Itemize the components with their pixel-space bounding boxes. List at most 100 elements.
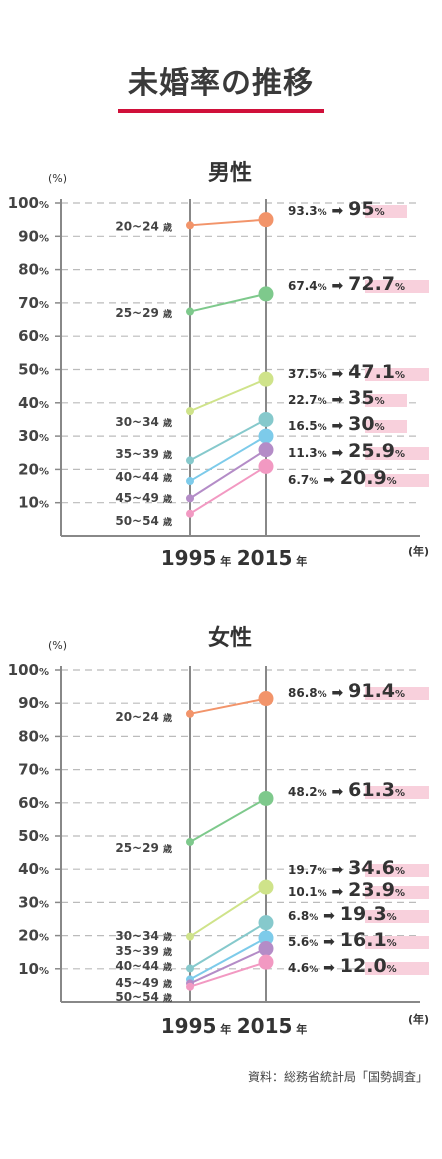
series-line [189, 292, 267, 313]
series-line [189, 937, 267, 981]
series-age-label: 20~24 歳 [115, 710, 172, 724]
data-point-2015 [258, 212, 274, 228]
chart-title: 男性 [208, 161, 252, 186]
data-point-2015 [258, 428, 274, 444]
data-point-2015 [258, 915, 274, 931]
series-age-label: 30~34 歳 [115, 929, 172, 943]
change-value-label: 6.7% ➡ 20.9% [288, 467, 397, 489]
series-age-label: 30~34 歳 [115, 415, 172, 429]
change-value-label: 5.6% ➡ 16.1% [288, 929, 397, 951]
data-point-1995 [186, 477, 194, 486]
series-age-label: 50~54 歳 [115, 514, 172, 528]
series-line [189, 961, 267, 988]
value-highlight [365, 886, 429, 899]
data-point-1995 [186, 456, 194, 465]
y-tick-label: 60% [18, 327, 49, 345]
x-tick-label: 1995 年 [161, 1014, 232, 1038]
value-highlight [365, 394, 407, 407]
series-line [189, 378, 267, 413]
x-tick-label: 2015 年 [237, 546, 308, 570]
source-note: 資料：総務省統計局「国勢調査」 [247, 1070, 428, 1084]
data-point-2015 [258, 941, 274, 957]
value-highlight [365, 447, 429, 460]
y-tick-label: 100% [8, 194, 49, 212]
series-line [189, 886, 267, 938]
data-point-2015 [258, 458, 274, 474]
series-line [189, 697, 267, 715]
value-highlight [365, 420, 407, 433]
data-point-1995 [186, 494, 194, 503]
data-point-2015 [258, 286, 274, 302]
y-tick-label: 30% [18, 427, 49, 445]
y-tick-label: 90% [18, 227, 49, 245]
x-unit-label: (年) [408, 1012, 429, 1026]
series-line [189, 921, 267, 970]
series-line [189, 947, 267, 985]
y-unit-label: (%) [48, 172, 67, 185]
change-value-label: 19.7% ➡ 34.6% [288, 857, 405, 879]
data-point-1995 [186, 837, 194, 846]
data-point-1995 [186, 932, 194, 941]
series-age-label: 25~29 歳 [115, 841, 172, 855]
series-age-label: 50~54 歳 [115, 990, 172, 1004]
series-age-label: 40~44 歳 [115, 470, 172, 484]
value-highlight [365, 280, 429, 293]
series-line [189, 218, 267, 227]
change-value-label: 93.3% ➡ 95% [288, 198, 385, 220]
x-unit-label: (年) [408, 544, 429, 558]
data-point-2015 [258, 879, 274, 895]
value-highlight [365, 786, 429, 799]
y-tick-label: 90% [18, 694, 49, 712]
title-underline [118, 109, 324, 113]
change-value-label: 10.1% ➡ 23.9% [288, 879, 405, 901]
value-highlight [365, 474, 429, 487]
y-tick-label: 70% [18, 761, 49, 779]
y-tick-label: 40% [18, 394, 49, 412]
data-point-1995 [186, 509, 194, 518]
data-point-2015 [258, 411, 274, 427]
x-tick-label: 1995 年 [161, 546, 232, 570]
data-point-2015 [258, 954, 274, 970]
change-value-label: 6.8% ➡ 19.3% [288, 903, 397, 925]
series-age-label: 25~29 歳 [115, 306, 172, 320]
change-value-label: 37.5% ➡ 47.1% [288, 361, 405, 383]
series-age-label: 45~49 歳 [115, 491, 172, 505]
y-tick-label: 60% [18, 794, 49, 812]
value-highlight [365, 936, 429, 949]
value-highlight [365, 687, 429, 700]
data-point-1995 [186, 709, 194, 718]
change-value-label: 16.5% ➡ 30% [288, 413, 385, 435]
data-point-1995 [186, 307, 194, 316]
x-tick-label: 2015 年 [237, 1014, 308, 1038]
y-tick-label: 50% [18, 827, 49, 845]
change-value-label: 22.7% ➡ 35% [288, 387, 385, 409]
y-tick-label: 20% [18, 927, 49, 945]
value-highlight [365, 962, 429, 975]
y-tick-label: 80% [18, 261, 49, 279]
change-value-label: 11.3% ➡ 25.9% [288, 440, 405, 462]
data-point-1995 [186, 407, 194, 416]
y-tick-label: 20% [18, 460, 49, 478]
series-age-label: 45~49 歳 [115, 976, 172, 990]
series-line [189, 797, 267, 843]
change-value-label: 86.8% ➡ 91.4% [288, 680, 405, 702]
series-line [189, 418, 267, 462]
change-value-label: 67.4% ➡ 72.7% [288, 273, 405, 295]
y-tick-label: 70% [18, 294, 49, 312]
y-tick-label: 100% [8, 661, 49, 679]
y-tick-label: 50% [18, 361, 49, 379]
change-value-label: 48.2% ➡ 61.3% [288, 779, 405, 801]
data-point-1995 [186, 221, 194, 230]
series-age-label: 35~39 歳 [115, 447, 172, 461]
y-tick-label: 80% [18, 727, 49, 745]
data-point-2015 [258, 442, 274, 458]
data-point-2015 [258, 371, 274, 387]
series-age-label: 35~39 歳 [115, 944, 172, 958]
series-line [189, 448, 267, 500]
data-point-1995 [186, 964, 194, 973]
series-line [189, 465, 267, 515]
series-line [189, 435, 267, 482]
y-tick-label: 30% [18, 893, 49, 911]
y-tick-label: 40% [18, 860, 49, 878]
